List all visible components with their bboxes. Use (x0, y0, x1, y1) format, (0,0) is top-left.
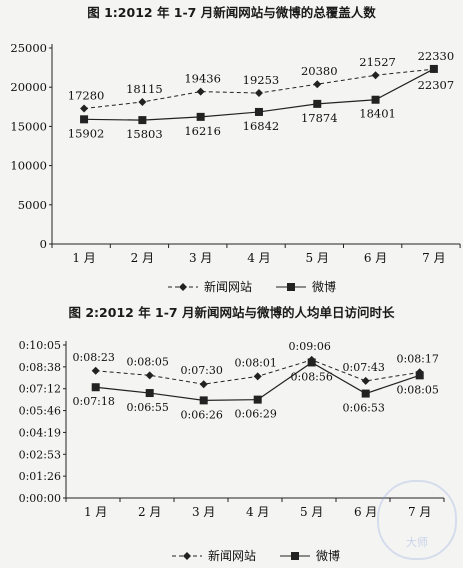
data-label: 22330 (418, 49, 455, 63)
data-label: 0:08:17 (396, 352, 438, 365)
data-point-square (371, 95, 380, 104)
data-label: 15902 (68, 126, 105, 140)
data-label: 18115 (126, 82, 163, 96)
data-point-square (199, 396, 208, 405)
data-point-square (145, 389, 154, 398)
y-tick-label: 0:00:00 (19, 492, 61, 505)
x-tick-label: 3 月 (192, 505, 215, 519)
data-label: 17280 (68, 89, 105, 103)
data-label: 0:08:56 (290, 370, 332, 383)
y-tick-label: 15000 (10, 119, 47, 133)
data-point-diamond (313, 80, 322, 89)
data-point-diamond (199, 380, 208, 389)
x-tick-label: 1 月 (72, 251, 95, 265)
chart-1: 0 5000 10000 15000 20000 25000 1 月 2 月 3 月 4 月 5 月… (10, 41, 461, 294)
data-point-diamond (371, 71, 380, 80)
x-tick-label: 4 月 (247, 251, 270, 265)
data-label: 0:06:55 (126, 401, 168, 414)
data-point-diamond (91, 366, 100, 375)
data-label: 16842 (243, 119, 280, 133)
data-label: 0:06:29 (234, 408, 276, 421)
data-label: 0:07:18 (72, 395, 114, 408)
data-point-square (138, 116, 147, 125)
chart-1-title: 图 1:2012 年 1-7 月新闻网站与微博的总覆盖人数 (87, 5, 376, 20)
legend-label-1: 新闻网站 (204, 279, 252, 294)
data-point-diamond (80, 104, 89, 113)
x-tick-label: 5 月 (306, 251, 329, 265)
data-point-square (254, 107, 263, 116)
data-label: 20380 (301, 64, 338, 78)
watermark-logo: 大师 (377, 480, 457, 560)
data-label: 0:08:05 (126, 355, 168, 368)
series-line-2 (95, 361, 420, 401)
x-tick-label: 2 月 (138, 505, 161, 519)
x-tick-label: 4 月 (246, 505, 269, 519)
data-label: 0:07:30 (180, 364, 222, 377)
legend-label-2: 微博 (316, 548, 340, 563)
data-label: 0:08:01 (234, 356, 276, 369)
data-label: 21527 (359, 55, 396, 69)
y-tick-label: 0:05:46 (19, 405, 61, 418)
x-tick-label: 3 月 (189, 251, 212, 265)
data-point-square (196, 112, 205, 121)
data-point-diamond (145, 371, 154, 380)
legend-marker-diamond (179, 283, 187, 291)
data-point-square (361, 389, 370, 398)
data-point-square (415, 371, 424, 380)
x-tick-label: 6 月 (354, 505, 377, 519)
data-point-square (80, 115, 89, 124)
y-tick-label: 0:07:12 (19, 383, 61, 396)
data-label: 15803 (126, 127, 163, 141)
x-tick-label: 1 月 (84, 505, 107, 519)
data-point-square (307, 358, 316, 367)
data-point-square (429, 64, 438, 73)
data-point-diamond (254, 89, 263, 98)
data-point-diamond (415, 368, 424, 377)
y-tick-label: 10000 (10, 159, 47, 173)
data-label: 0:09:06 (288, 340, 330, 353)
y-tick-label: 5000 (18, 198, 47, 212)
watermark-text: 大师 (406, 536, 428, 549)
legend-label-2: 微博 (312, 279, 336, 294)
data-point-diamond (138, 97, 147, 106)
data-label: 17874 (301, 111, 338, 125)
x-tick-label: 5 月 (300, 505, 323, 519)
data-point-diamond (196, 87, 205, 96)
legend-marker-diamond (183, 552, 191, 560)
series-line-1 (95, 359, 420, 385)
y-tick-label: 0:10:05 (19, 339, 61, 352)
data-label: 0:07:43 (342, 361, 384, 374)
data-label: 0:08:23 (72, 351, 114, 364)
data-point-square (253, 395, 262, 404)
data-point-square (91, 383, 100, 392)
data-label: 19436 (184, 72, 221, 86)
legend-marker-square (291, 552, 299, 560)
data-label: 18401 (359, 107, 396, 121)
data-label: 0:06:53 (342, 402, 384, 415)
data-label: 22307 (418, 78, 455, 92)
y-tick-label: 0:04:19 (19, 426, 61, 439)
y-tick-label: 20000 (10, 80, 47, 94)
y-tick-label: 0:02:53 (19, 448, 61, 461)
data-point-square (313, 99, 322, 108)
chart-2-title: 图 2:2012 年 1-7 月新闻网站与微博的人均单日访问时长 (68, 305, 395, 320)
data-point-diamond (307, 355, 316, 364)
data-label: 0:08:05 (396, 383, 438, 396)
data-label: 16216 (184, 124, 221, 138)
y-tick-label: 0:01:26 (19, 470, 61, 483)
data-label: 19253 (243, 73, 280, 87)
y-tick-label: 25000 (10, 41, 47, 55)
y-tick-label: 0 (40, 237, 47, 251)
legend-label-1: 新闻网站 (208, 548, 256, 563)
legend-marker-square (287, 283, 295, 291)
data-label: 0:06:26 (180, 408, 222, 421)
y-tick-label: 0:08:38 (19, 361, 61, 374)
x-tick-label: 6 月 (364, 251, 387, 265)
x-tick-label: 7 月 (422, 251, 445, 265)
x-tick-label: 2 月 (131, 251, 154, 265)
data-point-diamond (253, 372, 262, 381)
data-point-diamond (361, 376, 370, 385)
